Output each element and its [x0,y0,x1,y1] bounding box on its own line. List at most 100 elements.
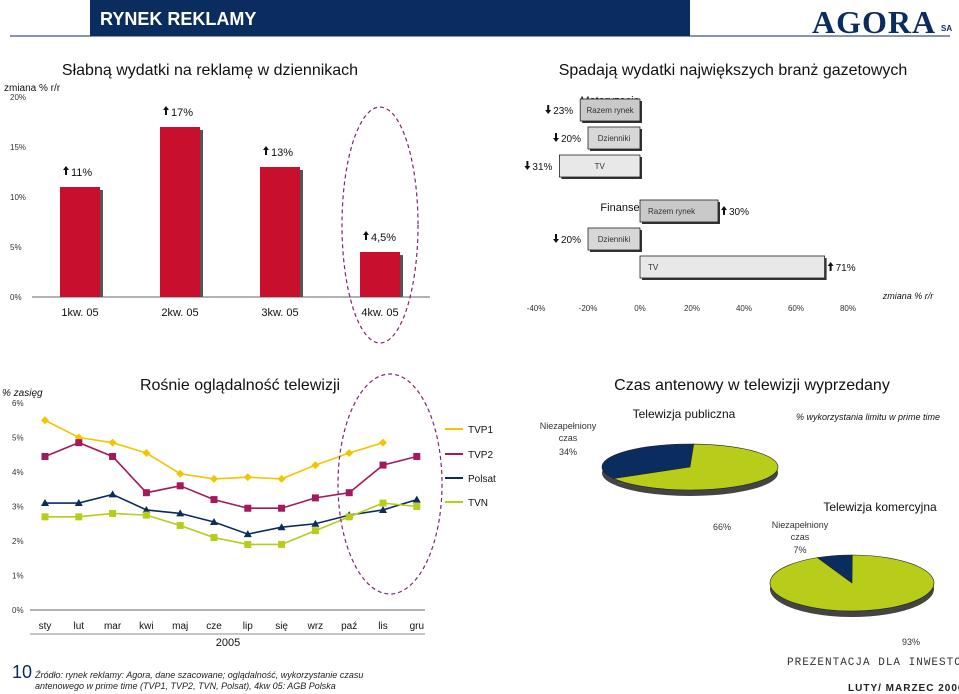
bar-category-label: 1kw. 05 [61,307,98,319]
hbar-bar-label: TV [595,162,606,171]
line-ytick-label: 1% [12,572,24,581]
line-chart-ylabel: % zasięg [2,388,43,399]
series-point [278,504,286,512]
series-point [74,499,83,507]
series-point [413,503,421,510]
series-point [75,513,83,521]
pie-data-label: 34% [559,447,577,457]
hbar-data-label: 71% [836,263,856,274]
hbar-xtick-label: -40% [527,304,546,313]
line-category-label: wrz [307,621,324,632]
pie-slice-label: czas [559,433,578,443]
series-point [311,494,319,502]
pie-chart-title: Czas antenowy w telewizji wyprzedany [614,377,890,394]
legend-label: TVP1 [468,425,493,436]
hbar-bar-label: Razem rynek [648,207,696,216]
series-point [109,509,117,517]
series-point [210,496,218,504]
bar [260,167,300,297]
series-point [41,499,49,507]
up-arrow-icon [163,106,169,115]
hbar-data-label: 23% [553,106,573,117]
pie-slice-label: Niezapełniony [772,520,829,530]
bar-ytick-label: 20% [10,93,26,102]
series-point [345,449,354,458]
bar-data-label: 13% [271,147,293,159]
series-point [244,504,252,512]
series-point [109,452,117,460]
hbar-xtick-label: 0% [634,304,646,313]
hbar-bar-label: Razem rynek [587,106,635,115]
series-point [142,505,151,513]
line-category-label: się [275,621,288,632]
pie-slice [769,554,935,612]
line-category-label: gru [410,621,424,632]
line-xlabel: 2005 [216,637,240,649]
series-point [379,505,387,513]
bar-chart-ylabel: zmiana % r/r [4,83,61,94]
bar [160,127,200,297]
header-bar [90,0,690,36]
line-ytick-label: 3% [12,503,24,512]
series-point [243,530,252,538]
bar-ytick-label: 0% [10,293,22,302]
down-arrow-icon [553,234,559,243]
series-point [75,439,83,447]
series-point [277,523,286,531]
agora-logo: AGORA [812,4,937,40]
hbar-bar [587,126,641,150]
line-category-label: paź [341,621,357,632]
hbar-bar [579,98,641,122]
header-title-left: RYNEK REKLAMY [100,9,257,29]
hbar-xtick-label: 40% [736,304,752,313]
series-point [210,534,218,542]
bar-category-label: 4kw. 05 [361,307,398,319]
highlight-ellipse [337,373,443,595]
hbar-data-label: 20% [561,235,581,246]
agora-logo-suffix: SA [941,24,953,33]
line-category-label: kwi [139,621,153,632]
series-point [379,461,387,469]
hbar-group-label: Finanse [600,202,639,214]
hbar-bar-label: Dzienniki [598,235,631,244]
pie-data-label: 7% [793,545,806,555]
line-category-label: lip [243,621,253,632]
pie-name: Telewizja komercyjna [823,500,937,514]
bar-chart-title: Słabną wydatki na reklamę w dziennikach [62,62,358,79]
series-point [176,469,185,478]
line-category-label: maj [172,621,188,632]
bar-data-label: 17% [171,107,193,119]
bar-category-label: 3kw. 05 [261,307,298,319]
line-ytick-label: 4% [12,468,24,477]
series-point [176,509,185,517]
series-point [243,473,252,482]
line-ytick-label: 6% [12,399,24,408]
down-arrow-icon [524,161,531,170]
series-point [379,438,387,447]
pie-subtitle: % wykorzystania limitu w prime time [796,412,940,422]
line-category-label: cze [206,621,222,632]
hbar-xlabel: zmiana % r/r [882,291,935,301]
series-point [277,474,286,483]
line-ytick-label: 0% [12,606,24,615]
pie-data-label: 66% [713,522,731,532]
up-arrow-icon [263,146,269,155]
series-point [345,489,353,497]
series-point [41,416,49,425]
hbar-bar-label: Dzienniki [598,134,631,143]
pie-slice-label: czas [791,532,810,542]
line-category-label: mar [104,621,122,632]
series-point [412,495,421,503]
series-point [210,518,218,526]
up-arrow-icon [63,166,69,175]
hbar-data-label: 30% [729,207,749,218]
series-line [44,441,417,510]
bar-ytick-label: 10% [10,193,26,202]
hbar-xtick-label: 60% [788,304,804,313]
pie-name: Telewizja publiczna [633,407,736,421]
pie-slice-label: Niezapełniony [540,421,597,431]
source-note: Źródło: rynek reklamy: Agora, dane szaco… [35,670,364,691]
series-point [244,540,252,548]
series-point [108,490,117,498]
